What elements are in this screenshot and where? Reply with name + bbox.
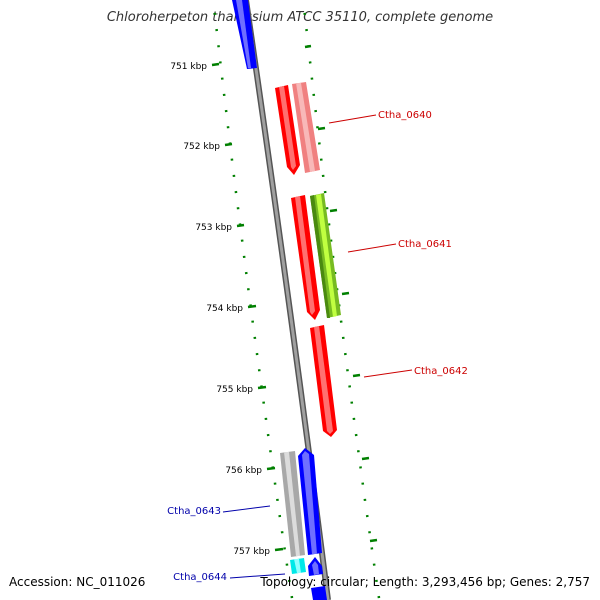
- accession-info: Accession: NC_011026: [9, 575, 145, 589]
- genome-summary: Topology: circular; Length: 3,293,456 bp…: [260, 575, 590, 589]
- topology-value: circular: [320, 575, 365, 589]
- scale-ticks-right-major: [304, 44, 378, 543]
- gene-ctha-0641-green[interactable]: [310, 193, 341, 318]
- gene-blue-756[interactable]: [298, 448, 322, 555]
- accession-label: Accession:: [9, 575, 73, 589]
- gene-ctha-0639-red[interactable]: [275, 85, 300, 175]
- length-label: Length:: [372, 575, 419, 589]
- scale-label-751: 751 kbp: [170, 62, 207, 72]
- scale-label-753: 753 kbp: [195, 223, 232, 233]
- gene-label-ctha-0641[interactable]: Ctha_0641: [398, 239, 452, 250]
- genes-label: Genes:: [509, 575, 552, 589]
- topology-label: Topology:: [260, 575, 317, 589]
- gene-ctha-0643-gray[interactable]: [280, 451, 305, 557]
- gene-ctha-0640-pink[interactable]: [292, 82, 320, 173]
- map-title: Chloroherpeton thalassium ATCC 35110, co…: [106, 10, 494, 25]
- gene-red-753[interactable]: [291, 195, 320, 320]
- gene-label-ctha-0642[interactable]: Ctha_0642: [414, 366, 468, 377]
- scale-label-752: 752 kbp: [183, 142, 220, 152]
- scale-label-ticks: [211, 62, 284, 552]
- scale-labels: 751 kbp 752 kbp 753 kbp 754 kbp 755 kbp …: [170, 62, 270, 557]
- scale-ticks-right: [303, 12, 381, 599]
- scale-label-754: 754 kbp: [206, 304, 243, 314]
- gene-label-ctha-0643[interactable]: Ctha_0643: [167, 506, 221, 517]
- gene-blue-bottom[interactable]: [308, 557, 327, 600]
- label-leaders: [222, 114, 413, 579]
- gene-label-ctha-0644[interactable]: Ctha_0644: [173, 572, 227, 583]
- scale-label-757: 757 kbp: [233, 547, 270, 557]
- genes-value: 2,757: [555, 575, 590, 589]
- scale-label-755: 755 kbp: [216, 385, 253, 395]
- accession-value: NC_011026: [76, 575, 146, 589]
- gene-blue-top[interactable]: [232, 0, 257, 69]
- gene-ctha-0642-red[interactable]: [310, 325, 337, 437]
- gene-label-ctha-0640[interactable]: Ctha_0640: [378, 110, 432, 121]
- gene-ctha-0644-cyan[interactable]: [290, 558, 306, 574]
- gene-labels: Ctha_0640 Ctha_0641 Ctha_0642 Ctha_0643 …: [167, 110, 468, 583]
- length-value: 3,293,456 bp: [421, 575, 502, 589]
- scale-label-756: 756 kbp: [225, 466, 262, 476]
